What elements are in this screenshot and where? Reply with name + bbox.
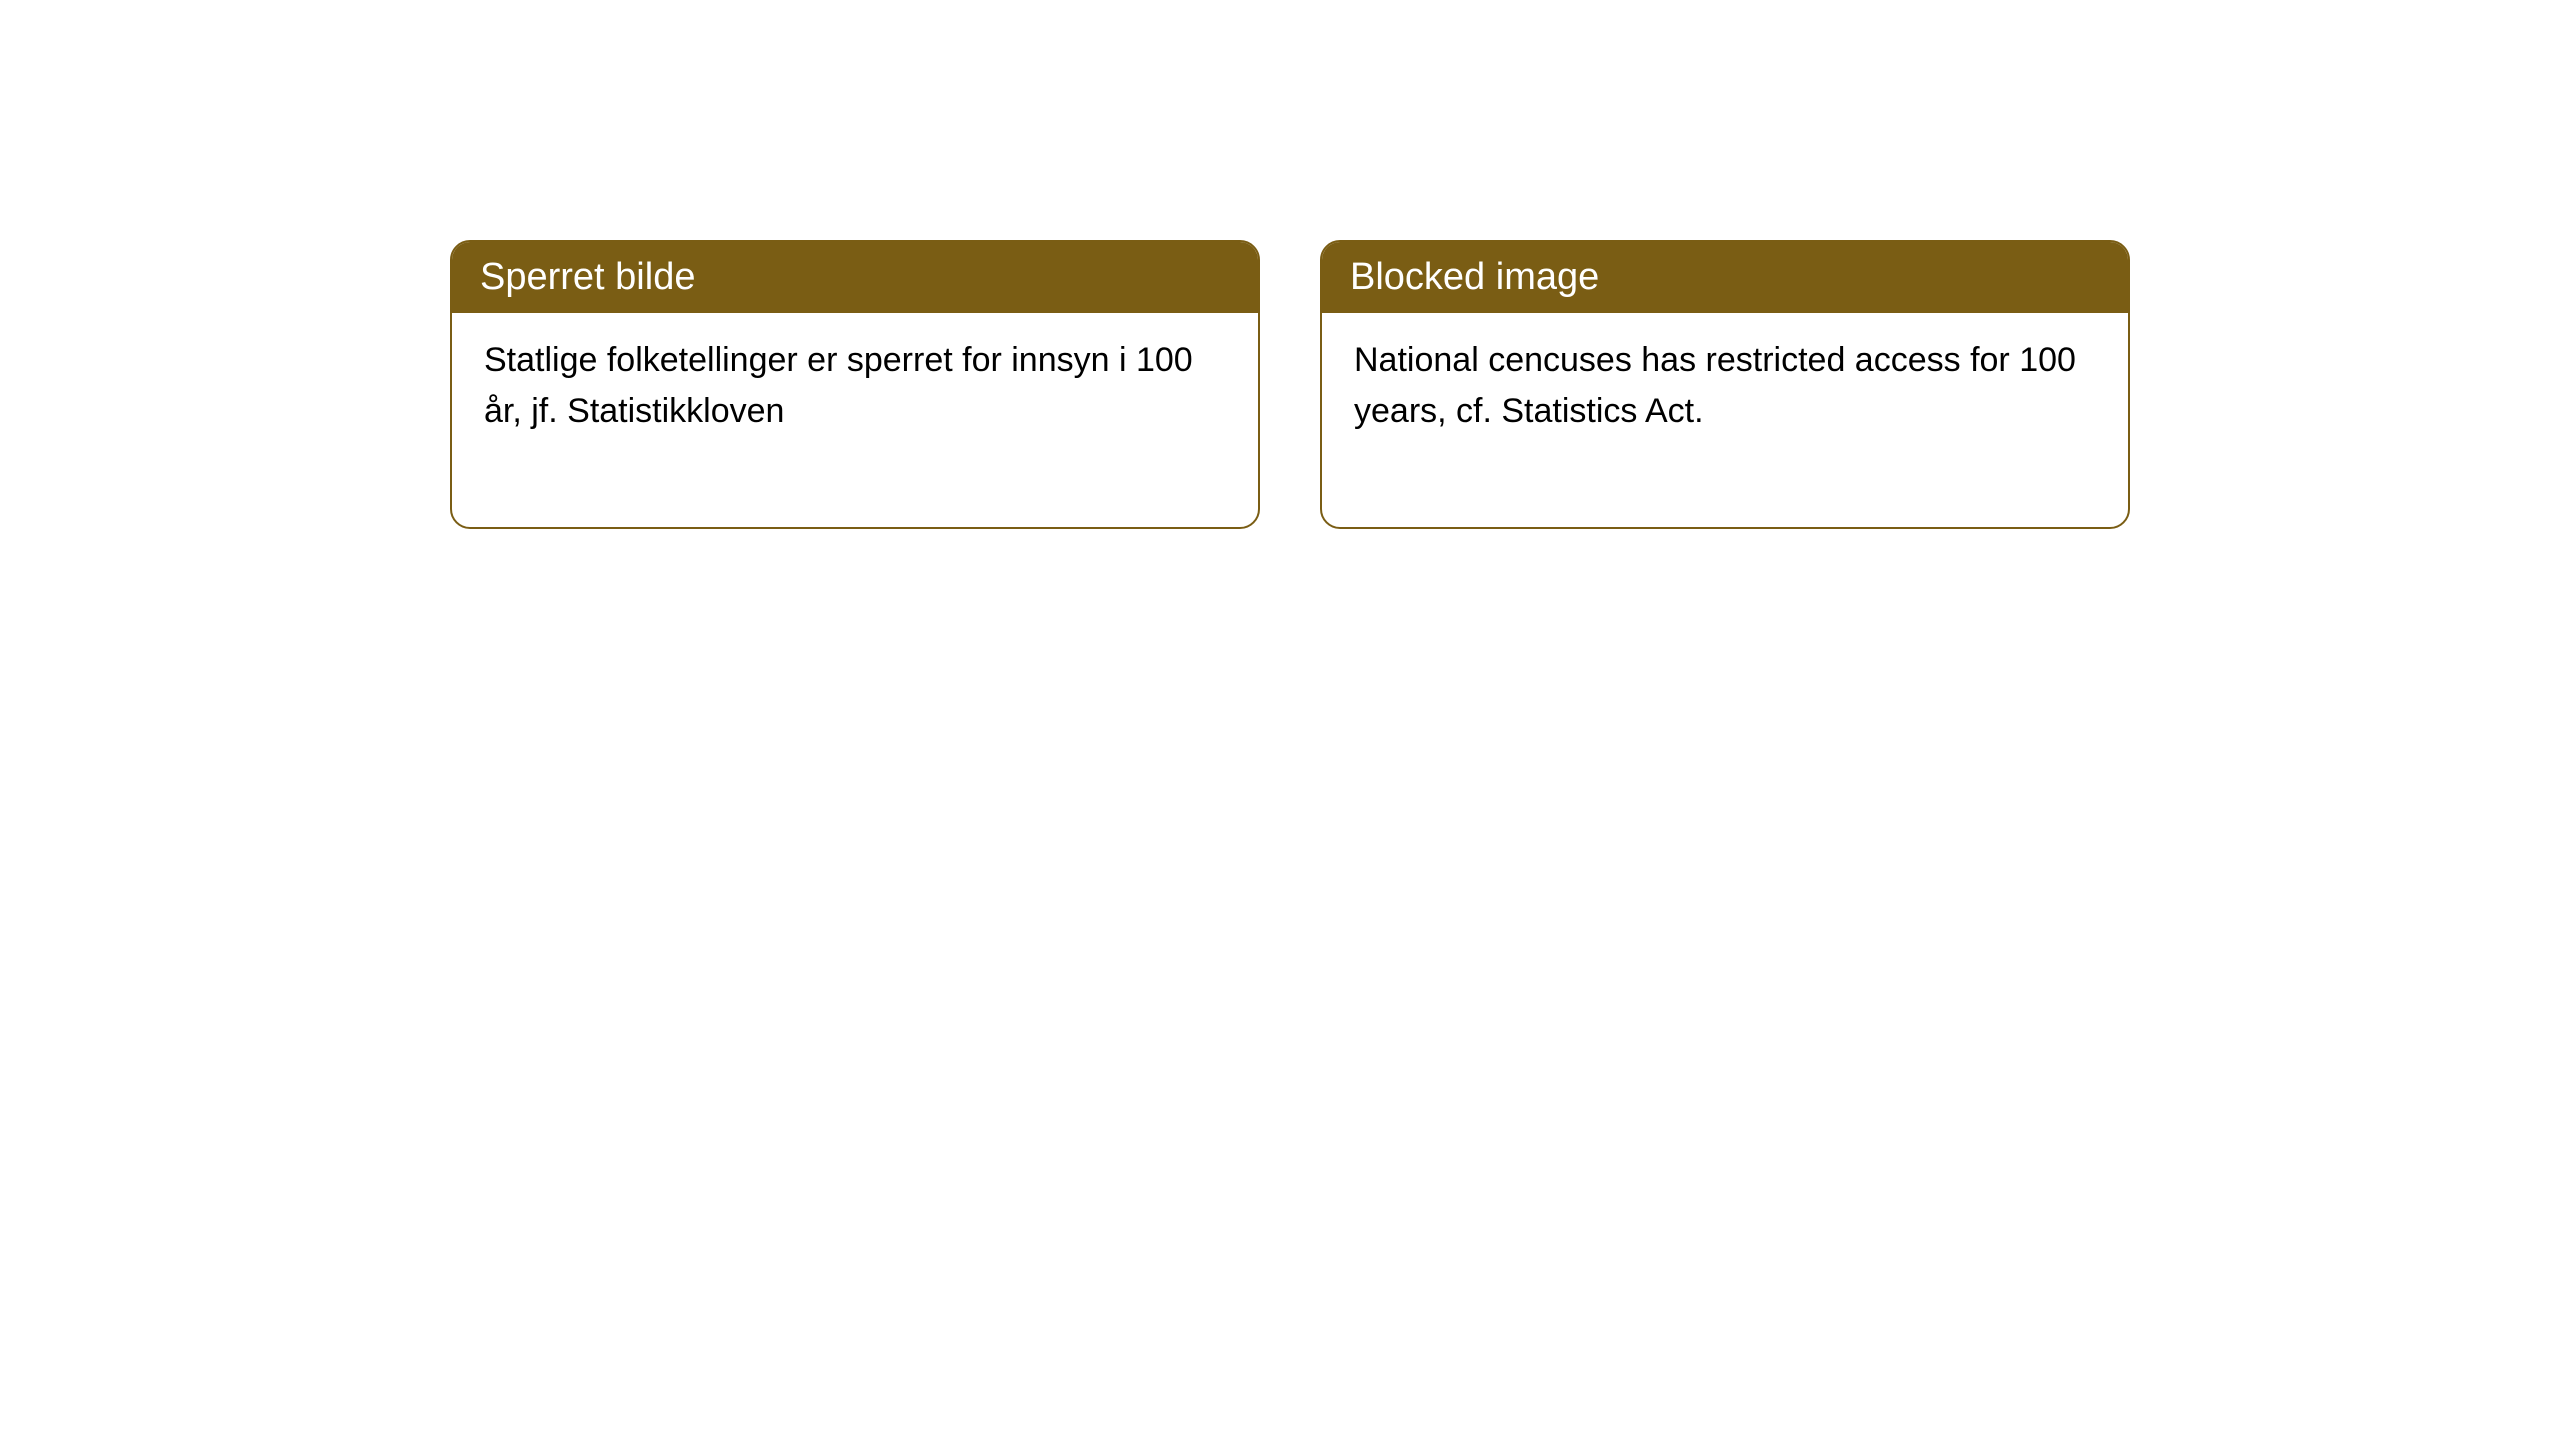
card-title-norwegian: Sperret bilde [480, 256, 695, 298]
notice-card-norwegian: Sperret bilde Statlige folketellinger er… [450, 240, 1260, 529]
card-text-english: National cencuses has restricted access … [1354, 341, 2076, 430]
card-body-english: National cencuses has restricted access … [1322, 313, 2128, 527]
card-title-english: Blocked image [1350, 256, 1599, 298]
card-header-norwegian: Sperret bilde [452, 242, 1258, 313]
card-text-norwegian: Statlige folketellinger er sperret for i… [484, 341, 1193, 430]
card-header-english: Blocked image [1322, 242, 2128, 313]
card-body-norwegian: Statlige folketellinger er sperret for i… [452, 313, 1258, 527]
notice-card-english: Blocked image National cencuses has rest… [1320, 240, 2130, 529]
cards-container: Sperret bilde Statlige folketellinger er… [0, 0, 2560, 529]
